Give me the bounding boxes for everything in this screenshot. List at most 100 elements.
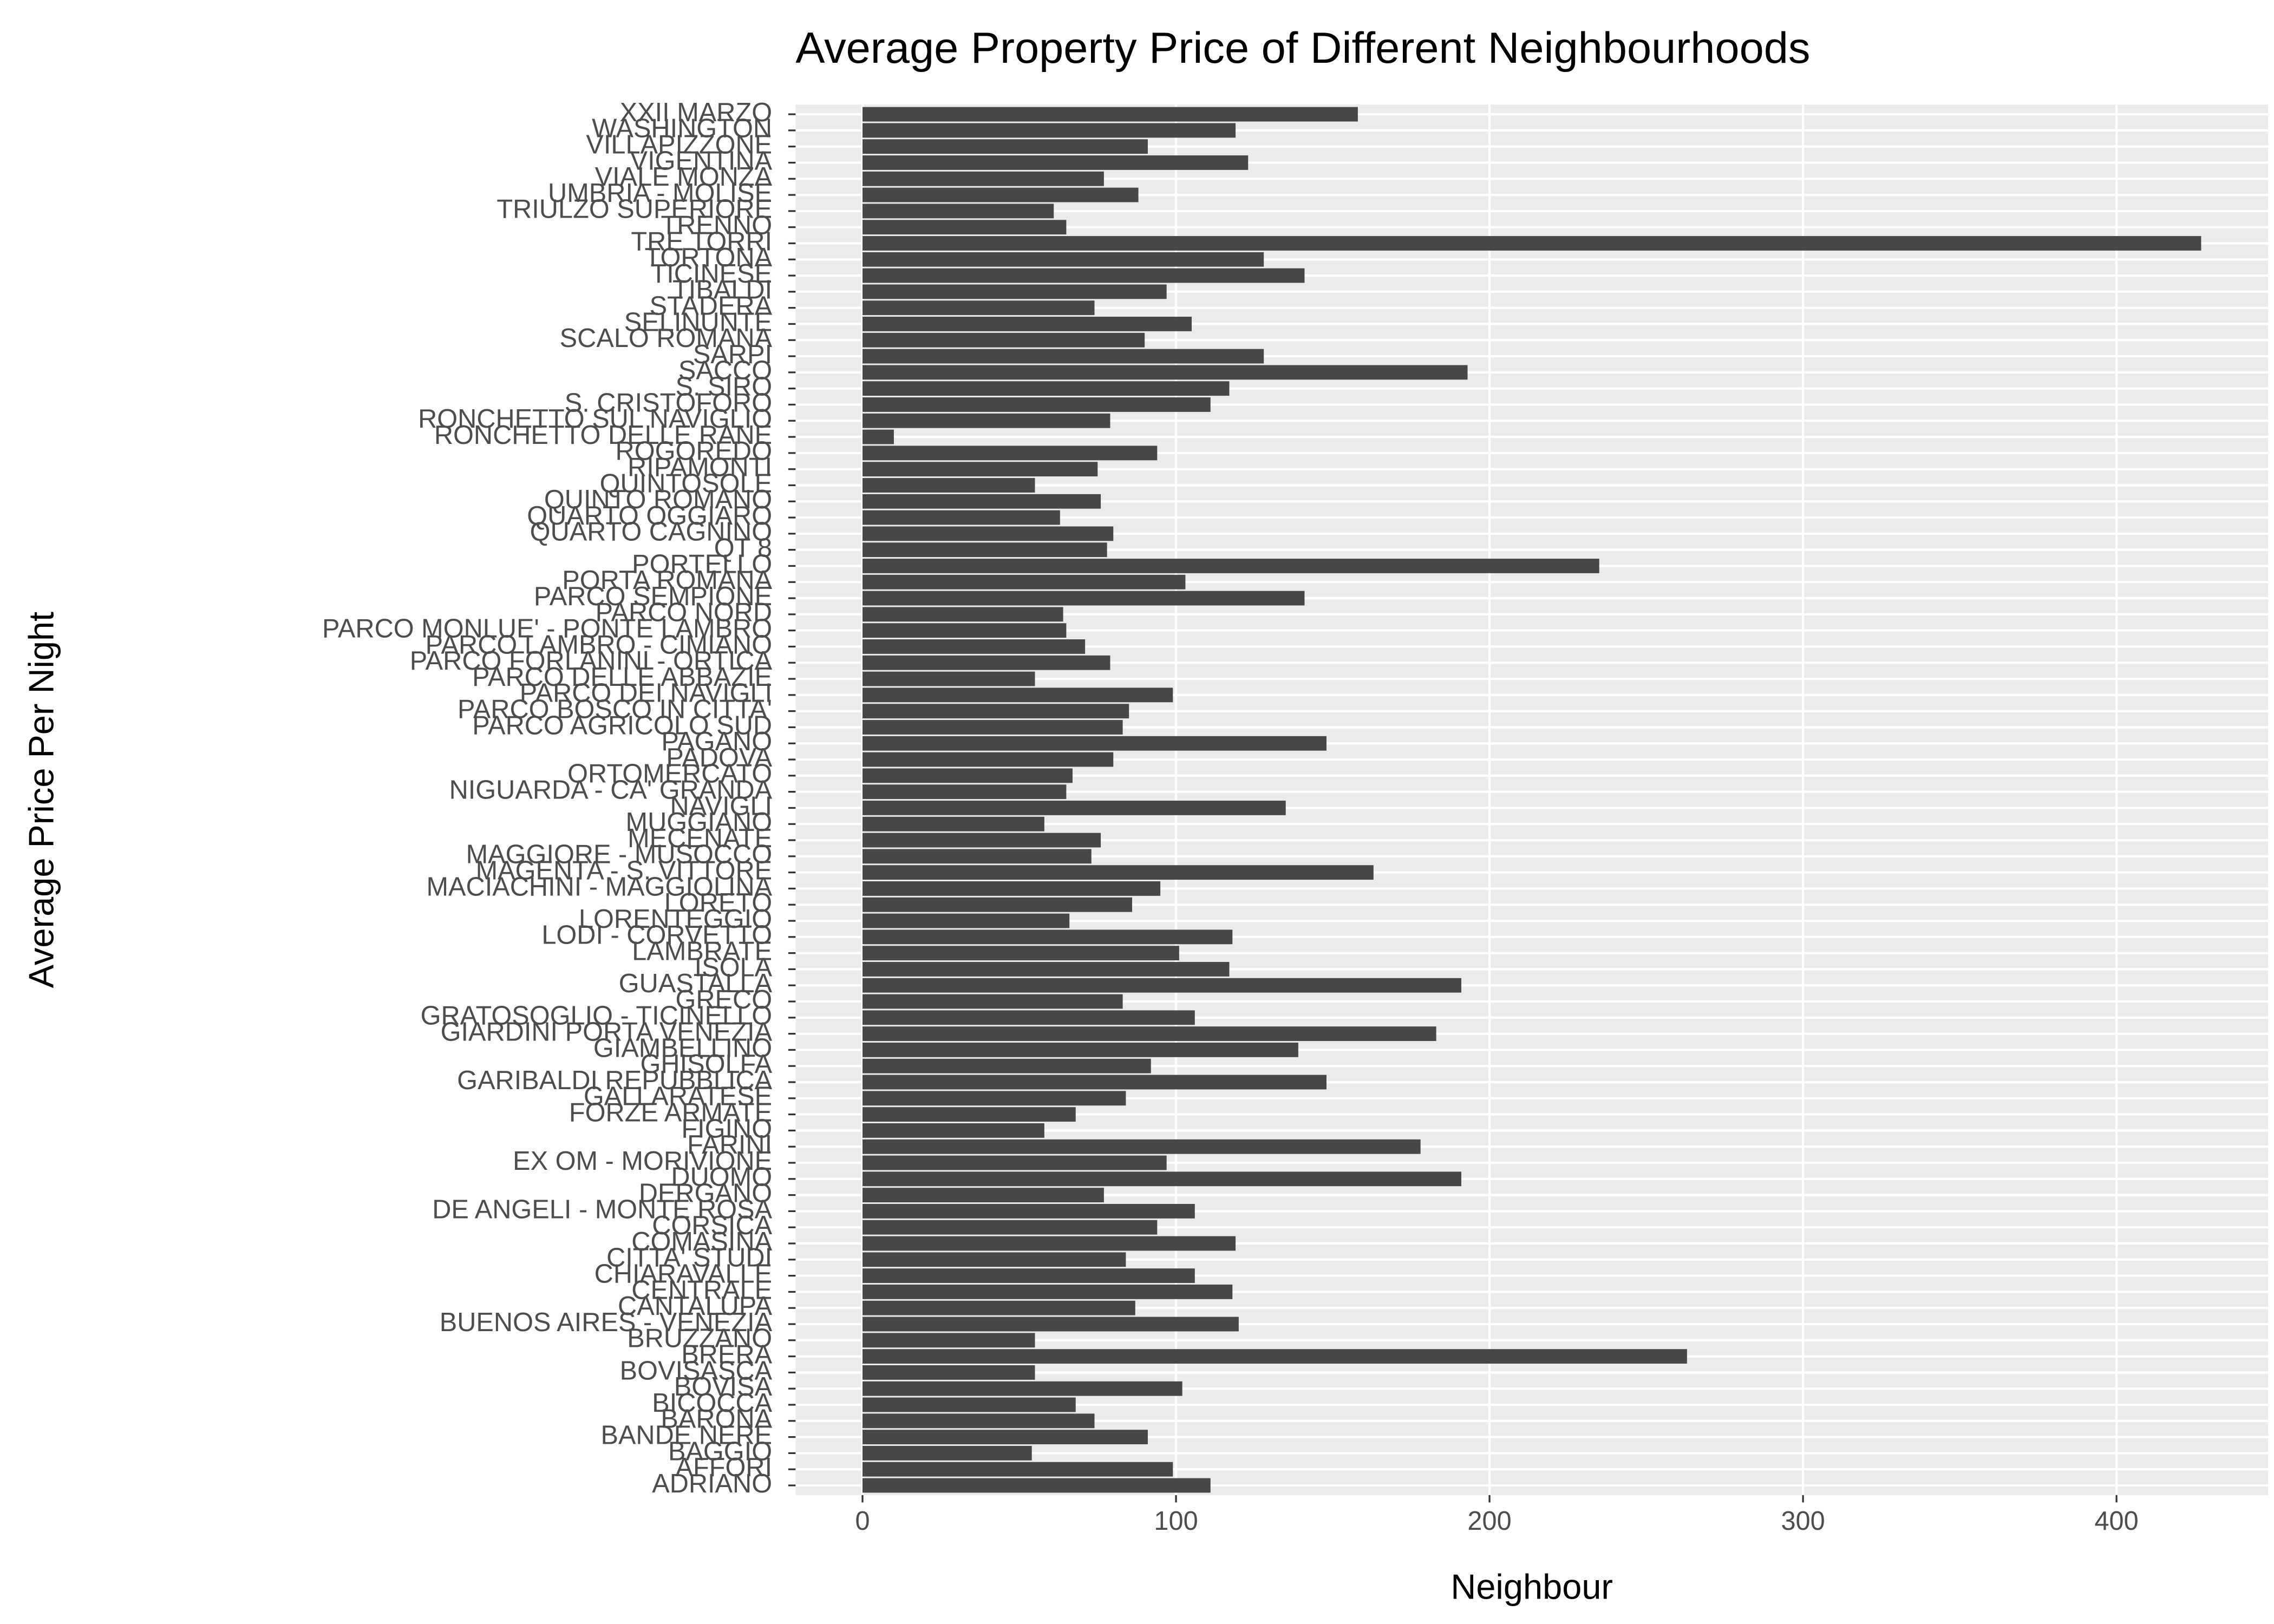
- y-tick-label: TORTONA: [645, 243, 773, 272]
- bar: [862, 607, 1063, 622]
- x-tick-label: 300: [1781, 1507, 1825, 1536]
- bar: [862, 204, 1054, 219]
- y-tick-label: LAMBRATE: [632, 937, 772, 966]
- bar: [862, 1462, 1173, 1477]
- y-tick-label: RIPAMONTI: [628, 453, 772, 482]
- bar: [862, 171, 1104, 186]
- y-tick-label: MAGGIORE - MUSOCCO: [466, 840, 773, 869]
- bar: [862, 365, 1468, 380]
- bar: [862, 381, 1230, 396]
- bar: [862, 510, 1060, 525]
- bar: [862, 220, 1067, 235]
- bar: [862, 1204, 1195, 1219]
- bar: [862, 446, 1158, 461]
- y-tick-label: STADERA: [650, 292, 773, 321]
- y-tick-label: BARONA: [661, 1405, 772, 1434]
- bar: [862, 591, 1305, 606]
- bar: [862, 849, 1092, 864]
- y-tick-label: CENTRALE: [631, 1275, 772, 1305]
- y-tick-label: GARIBALDI REPUBBLICA: [457, 1066, 772, 1095]
- y-tick-label: PARCO NORD: [596, 598, 773, 627]
- y-tick-label: GUASTALLA: [619, 969, 773, 998]
- y-tick-label: VIALE MONZA: [595, 162, 773, 192]
- bar: [862, 1075, 1327, 1090]
- y-tick-label: PARCO DELLE ABBAZIE: [472, 663, 772, 692]
- y-tick-label: GRECO: [676, 985, 773, 1014]
- bar: [862, 994, 1123, 1009]
- bar: [862, 1139, 1421, 1154]
- y-tick-label: TRIULZO SUPERIORE: [496, 195, 772, 224]
- y-tick-label: TIBALDI: [672, 276, 772, 305]
- y-tick-label: UMBRIA - MOLISE: [548, 179, 772, 208]
- y-tick-label: MECENATE: [628, 824, 772, 853]
- y-tick-label: BAGGIO: [668, 1437, 772, 1466]
- bar: [862, 736, 1327, 751]
- y-tick-label: WASHINGTON: [592, 114, 772, 143]
- bar: [862, 1220, 1158, 1235]
- bar: [862, 946, 1179, 961]
- bar: [862, 462, 1098, 477]
- y-tick-label: GALLARATESE: [584, 1082, 772, 1111]
- y-tick-label: ADRIANO: [652, 1469, 772, 1498]
- x-tick-label: 0: [855, 1507, 870, 1536]
- bar: [862, 1268, 1195, 1284]
- bar: [862, 816, 1044, 831]
- y-tick-label: PARCO AGRICOLO SUD: [472, 711, 772, 740]
- y-tick-label: QUINTOSOLE: [600, 469, 772, 498]
- y-tick-label: SELINUNTE: [624, 307, 772, 337]
- y-tick-label: DERGANO: [639, 1178, 772, 1208]
- bar: [862, 123, 1236, 138]
- y-tick-label: GIARDINI PORTA VENEZIA: [441, 1018, 773, 1047]
- y-tick-label: LORETO: [664, 888, 772, 918]
- y-tick-label: CHIARAVALLE: [594, 1259, 772, 1288]
- y-tick-label: FIGINO: [681, 1114, 772, 1143]
- y-tick-label: ROGOREDO: [616, 437, 773, 466]
- bar: [862, 332, 1145, 348]
- bar: [862, 865, 1374, 880]
- y-tick-label: PADOVA: [666, 743, 772, 772]
- bar: [862, 752, 1114, 767]
- bar: [862, 349, 1264, 364]
- bar: [862, 268, 1305, 283]
- bar: [862, 833, 1101, 848]
- bar: [862, 687, 1173, 703]
- y-tick-label: VIGENTINA: [630, 146, 773, 175]
- bar: [862, 1026, 1436, 1042]
- bar: [862, 478, 1035, 493]
- bar: [862, 542, 1107, 558]
- x-tick-label: 200: [1467, 1507, 1511, 1536]
- y-tick-label: TRENNO: [661, 211, 772, 240]
- y-tick-label: PARCO MONLUE' - PONTE LAMBRO: [322, 614, 772, 644]
- bar: [862, 429, 894, 444]
- y-tick-label: SARPI: [693, 340, 772, 369]
- y-tick-label: VILLAPIZZONE: [586, 130, 772, 160]
- bar: [862, 1010, 1195, 1025]
- bar: [862, 284, 1167, 299]
- y-tick-label: LORENTEGGIO: [579, 905, 772, 934]
- bar: [862, 236, 2201, 251]
- y-axis-title: Average Price Per Night: [21, 612, 61, 988]
- bar: [862, 559, 1599, 573]
- y-tick-label: S. SIRO: [675, 372, 772, 402]
- bar: [862, 962, 1230, 977]
- y-tick-label: DE ANGELI - MONTE ROSA: [432, 1195, 772, 1224]
- bar: [862, 107, 1358, 122]
- bar: [862, 317, 1192, 331]
- bar: [862, 1091, 1126, 1106]
- bar: [862, 1413, 1095, 1429]
- y-tick-label: GHISOLFA: [641, 1050, 773, 1079]
- y-tick-label: PARCO SEMPIONE: [534, 582, 772, 611]
- bar: [862, 155, 1249, 170]
- y-tick-label: QT 8: [714, 534, 772, 563]
- bar: [862, 187, 1139, 202]
- y-tick-label: BANDE NERE: [600, 1420, 772, 1450]
- y-tick-label: SCALO ROMANA: [560, 324, 773, 353]
- y-tick-label: PARCO DEI NAVIGLI: [520, 679, 772, 708]
- y-tick-label: BOVISASCA: [620, 1356, 773, 1385]
- bar: [862, 252, 1264, 267]
- bar: [862, 801, 1286, 815]
- y-tick-label: CANTALUPA: [618, 1292, 773, 1321]
- y-tick-label: CITTA' STUDI: [606, 1243, 772, 1273]
- bar: [862, 494, 1101, 509]
